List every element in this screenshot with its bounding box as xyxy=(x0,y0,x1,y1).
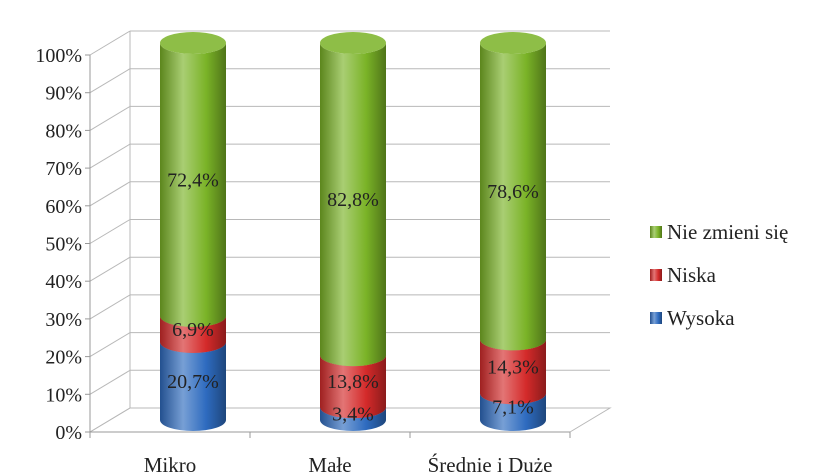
cylinder-0 xyxy=(160,32,226,431)
bar-segment xyxy=(480,32,546,351)
data-label: 82,8% xyxy=(327,189,379,211)
bar-body xyxy=(480,339,546,405)
data-label: 14,3% xyxy=(487,356,539,378)
bar-top xyxy=(320,32,386,54)
gridline-side xyxy=(89,30,131,56)
legend-swatch xyxy=(650,226,662,238)
bar-body xyxy=(480,393,546,431)
y-tick-label: 20% xyxy=(45,347,82,369)
gridline-side xyxy=(89,143,131,169)
y-tick-label: 60% xyxy=(45,196,82,218)
gridline-side xyxy=(89,68,131,94)
y-tick-label: 40% xyxy=(45,271,82,293)
x-axis: Mikro Małe Średnie i Duże xyxy=(89,431,571,476)
bar-segment xyxy=(160,32,226,327)
gridline-side xyxy=(89,105,131,131)
x-category-label: Małe xyxy=(308,453,351,476)
bar-top xyxy=(160,32,226,54)
gridline-side xyxy=(89,256,131,282)
data-label: 7,1% xyxy=(492,397,534,419)
y-tick-label: 50% xyxy=(45,234,82,256)
gridline-side xyxy=(89,181,131,207)
cylinder-2 xyxy=(480,32,546,431)
bars xyxy=(160,32,546,431)
legend-label: Niska xyxy=(667,263,717,287)
bar-body xyxy=(160,43,226,327)
legend-label: Nie zmieni się xyxy=(667,220,788,244)
bar-top xyxy=(480,32,546,54)
y-tick-label: 70% xyxy=(45,158,82,180)
legend-item: Niska xyxy=(650,263,717,287)
y-tick-label: 0% xyxy=(55,422,82,444)
legend: Nie zmieni się Niska Wysoka xyxy=(650,220,788,330)
legend-item: Nie zmieni się xyxy=(650,220,788,244)
gridline-side xyxy=(89,219,131,244)
data-label: 3,4% xyxy=(332,404,374,426)
y-tick-label: 100% xyxy=(35,45,82,67)
legend-swatch xyxy=(650,269,662,281)
bar-body xyxy=(480,43,546,351)
data-label: 13,8% xyxy=(327,371,379,393)
y-axis: 0% 10% 20% 30% 40% 50% 60% 70% 80% 90% 100% xyxy=(35,45,91,444)
data-label: 78,6% xyxy=(487,181,539,203)
bar-body xyxy=(160,341,226,431)
data-label: 72,4% xyxy=(167,169,219,191)
y-tick-label: 80% xyxy=(45,120,82,142)
x-category-label: Mikro xyxy=(144,453,197,476)
gridline-side xyxy=(89,332,131,358)
data-label: 6,9% xyxy=(172,319,214,341)
data-label: 20,7% xyxy=(167,371,219,393)
bar-segment xyxy=(320,32,386,367)
y-tick-label: 90% xyxy=(45,83,82,105)
bar-body xyxy=(160,315,226,353)
gridline-side xyxy=(89,294,131,320)
legend-swatch xyxy=(650,312,662,324)
data-labels: 20,7% 6,9% 72,4% 3,4% 13,8% 82,8% 7,1% 14,3% 78,… xyxy=(167,169,539,425)
x-category-label: Średnie i Duże xyxy=(428,453,553,476)
bar-body xyxy=(320,407,386,431)
legend-item: Wysoka xyxy=(650,306,735,330)
gridline-side xyxy=(89,369,131,395)
bar-body xyxy=(320,43,386,367)
legend-label: Wysoka xyxy=(667,306,735,330)
y-tick-label: 10% xyxy=(45,384,82,406)
cylinder-1 xyxy=(320,32,386,431)
bar-body xyxy=(320,355,386,419)
y-tick-label: 30% xyxy=(45,309,82,331)
